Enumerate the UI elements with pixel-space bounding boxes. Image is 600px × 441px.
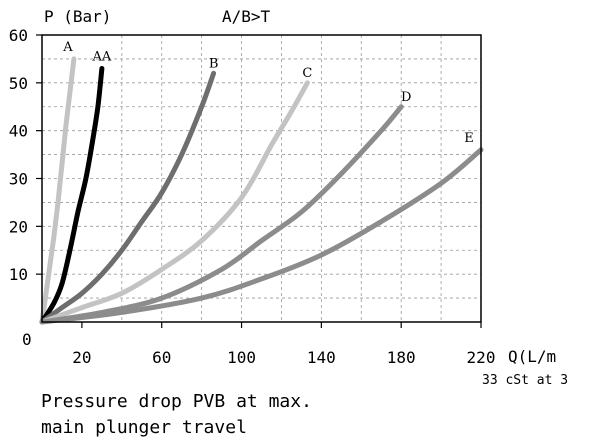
y-tick-label: 50	[9, 74, 28, 93]
series-line-c	[39, 80, 310, 325]
y-tick-label: 10	[9, 265, 28, 284]
axis-labels: 20 60 100 140 180 220 10 20 30 40 50 60	[9, 26, 496, 367]
origin-label: 0	[22, 330, 32, 349]
x-tick-label: 100	[227, 348, 256, 367]
series-label-c: C	[302, 66, 312, 81]
x-tick-label: 60	[152, 348, 171, 367]
x-tick-label: 20	[72, 348, 91, 367]
series-label-b: B	[209, 56, 219, 71]
series-label-aa: AA	[91, 49, 111, 64]
x-tick-label: 180	[387, 348, 416, 367]
y-tick-label: 20	[9, 217, 28, 236]
caption-line-1: Pressure drop PVB at max.	[41, 391, 312, 412]
x-tick-label: 140	[307, 348, 336, 367]
y-tick-label: 30	[9, 170, 28, 189]
series-label-a: A	[62, 40, 73, 55]
series-line-aa	[39, 66, 105, 325]
y-tick-label: 40	[9, 122, 28, 141]
x-axis-note: 33 cSt at 3	[482, 373, 568, 385]
axis-ticks	[36, 34, 482, 328]
x-axis-label: Q(L/m	[508, 347, 556, 366]
series-label-e: E	[464, 131, 474, 146]
series-line-a	[39, 56, 77, 325]
chart-title: A/B>T	[222, 7, 271, 26]
caption-line-2: main plunger travel	[41, 417, 247, 438]
series-line-e	[39, 147, 484, 325]
x-tick-label: 220	[467, 348, 496, 367]
y-tick-label: 60	[9, 26, 28, 45]
chart-series	[39, 56, 484, 325]
series-line-b	[39, 70, 217, 325]
series-line-d	[39, 104, 404, 325]
series-label-d: D	[401, 90, 411, 105]
y-axis-label: P (Bar)	[44, 7, 111, 26]
